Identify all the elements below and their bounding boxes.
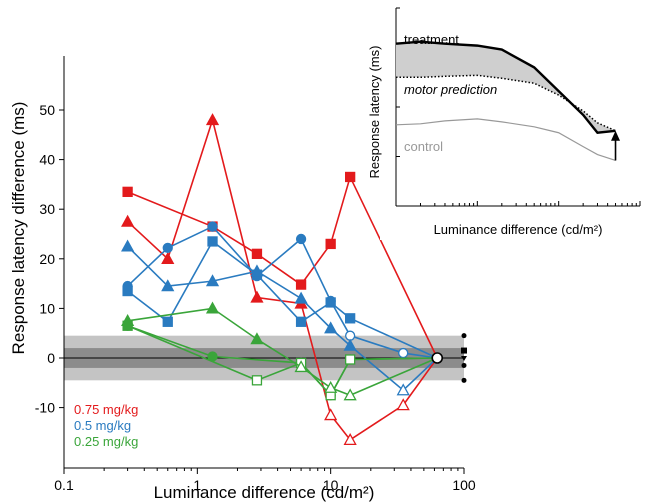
inset-background	[380, 0, 647, 240]
x-tick-label: 0.1	[54, 477, 74, 493]
data-point	[295, 233, 307, 245]
label-motor-prediction: motor prediction	[404, 82, 497, 97]
data-point	[396, 398, 410, 411]
x-tick-label: 100	[452, 477, 476, 493]
x-ticks: 0.1 1 10 100	[54, 468, 476, 493]
right-markers	[461, 333, 467, 383]
data-point	[325, 238, 336, 250]
data-point	[295, 279, 307, 290]
data-point	[398, 347, 409, 359]
label-control: control	[404, 139, 443, 154]
legend-entry: 0.5 mg/kg	[74, 418, 131, 433]
inset-shaded-region	[396, 41, 616, 133]
series-lines	[121, 113, 444, 445]
inset-line-1	[396, 74, 616, 132]
y-tick-label: 10	[39, 300, 55, 316]
series-7	[121, 301, 438, 401]
data-point	[207, 221, 218, 232]
reference-point	[431, 352, 444, 364]
data-point	[251, 248, 263, 259]
data-point	[162, 242, 173, 254]
x-axis-label: Luminance difference (cd/m²)	[154, 483, 375, 502]
data-point	[205, 113, 220, 126]
inset-y-axis-label: Response latency (ms)	[367, 46, 382, 179]
data-point	[325, 297, 336, 308]
data-point	[121, 239, 135, 252]
y-tick-label: 40	[39, 152, 55, 168]
y-ticks: -10 0 10 20 30 40 50	[35, 102, 64, 416]
data-point	[161, 251, 175, 264]
inset-arrowhead	[611, 130, 621, 141]
right-marker	[461, 362, 467, 368]
data-point	[294, 291, 308, 304]
series-4	[121, 239, 438, 396]
main-plot: -10 0 10 20 30 40 50 0.1 1 10 100 Response latenc…	[9, 56, 476, 502]
data-point	[161, 279, 175, 292]
inset-series	[395, 40, 616, 162]
series-line	[127, 325, 438, 397]
data-point	[345, 171, 356, 183]
data-point	[343, 388, 357, 401]
data-point	[345, 313, 356, 324]
y-tick-label: 0	[47, 350, 55, 366]
data-point	[122, 186, 133, 197]
right-marker	[461, 356, 467, 361]
label-treatment: treatment	[404, 32, 459, 47]
data-point	[162, 316, 173, 327]
data-point	[250, 290, 264, 303]
legend: 0.75 mg/kg0.5 mg/kg0.25 mg/kg	[74, 402, 138, 449]
right-marker	[461, 377, 467, 383]
y-tick-label: -10	[35, 400, 55, 416]
data-point	[396, 383, 410, 396]
data-point	[122, 285, 133, 297]
legend-entry: 0.75 mg/kg	[74, 402, 138, 417]
data-point	[343, 432, 357, 445]
legend-entry: 0.25 mg/kg	[74, 434, 138, 449]
y-tick-label: 20	[39, 251, 55, 267]
x-tick-label: 10	[323, 477, 339, 493]
data-point	[324, 380, 338, 393]
inset-x-axis-label: Luminance difference (cd/m²)	[434, 222, 603, 237]
right-marker	[461, 347, 467, 354]
data-point	[207, 236, 218, 247]
data-point	[250, 264, 264, 277]
inset-line-2	[395, 118, 616, 162]
data-point	[295, 316, 307, 327]
data-point	[251, 375, 263, 386]
data-point	[343, 338, 357, 351]
y-tick-label: 50	[39, 102, 55, 118]
data-point	[121, 214, 135, 227]
right-marker	[461, 333, 467, 339]
data-point	[324, 321, 338, 334]
data-point	[250, 332, 264, 345]
data-point	[294, 360, 308, 373]
y-axis-label: Response latency difference (ms)	[9, 102, 28, 355]
data-point	[205, 301, 220, 314]
data-point	[121, 313, 135, 326]
x-tick-label: 1	[193, 477, 201, 493]
data-point	[345, 354, 356, 365]
data-point	[324, 408, 338, 421]
inset-line-0	[395, 40, 616, 135]
data-point	[205, 274, 220, 287]
series-3	[122, 236, 438, 359]
inset-plot: treatment motor prediction control Respo…	[367, 0, 647, 240]
y-tick-label: 30	[39, 201, 55, 217]
